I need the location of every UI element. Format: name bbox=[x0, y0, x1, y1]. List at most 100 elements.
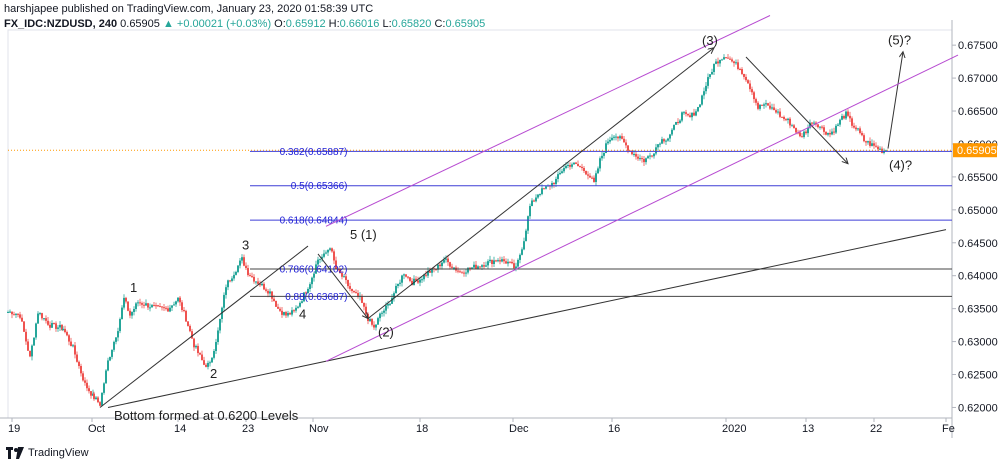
candle-up bbox=[31, 345, 33, 357]
open-label: O: bbox=[274, 18, 286, 30]
candle-down bbox=[873, 143, 875, 146]
candle-up bbox=[563, 167, 565, 172]
x-tick-label: 16 bbox=[608, 423, 620, 435]
candle-down bbox=[76, 354, 78, 362]
candle-down bbox=[335, 260, 337, 270]
candle-up bbox=[227, 280, 229, 288]
candle-up bbox=[109, 356, 111, 361]
candle-down bbox=[193, 338, 195, 348]
fib-level-label: 0.786(0.64102) bbox=[280, 264, 348, 275]
candle-down bbox=[361, 295, 363, 303]
candle-up bbox=[703, 91, 705, 96]
candle-up bbox=[303, 292, 305, 302]
candle-up bbox=[309, 284, 311, 289]
candle-down bbox=[503, 259, 505, 262]
candle-up bbox=[219, 319, 221, 331]
candle-down bbox=[353, 290, 355, 293]
candle-up bbox=[385, 305, 387, 311]
candle-down bbox=[785, 119, 787, 121]
candle-down bbox=[74, 345, 76, 355]
y-tick-label: 0.64000 bbox=[958, 271, 998, 283]
candle-up bbox=[615, 136, 617, 138]
candle-up bbox=[72, 345, 74, 347]
candle-up bbox=[735, 62, 737, 64]
change-value: +0.00021 (+0.03%) bbox=[176, 18, 272, 30]
candle-down bbox=[139, 302, 141, 304]
candle-down bbox=[767, 103, 769, 106]
fib-level-label: 0.88(0.63687) bbox=[285, 292, 347, 303]
candle-down bbox=[499, 260, 501, 262]
candle-up bbox=[723, 57, 725, 60]
candle-down bbox=[253, 276, 255, 282]
candle-up bbox=[225, 287, 227, 295]
candle-down bbox=[755, 99, 757, 103]
candle-up bbox=[57, 327, 59, 329]
candle-up bbox=[845, 111, 847, 119]
candle-down bbox=[761, 104, 763, 106]
candle-up bbox=[819, 126, 821, 128]
candle-down bbox=[187, 321, 189, 326]
candle-down bbox=[795, 127, 797, 133]
candle-down bbox=[685, 112, 687, 114]
plot-frame bbox=[7, 29, 953, 419]
candle-down bbox=[449, 262, 451, 267]
wave-label: 1 bbox=[130, 280, 137, 295]
candle-up bbox=[501, 259, 503, 262]
candle-up bbox=[671, 129, 673, 135]
candle-up bbox=[233, 274, 235, 279]
candle-up bbox=[403, 274, 405, 276]
candle-up bbox=[653, 153, 655, 157]
candle-down bbox=[251, 275, 253, 277]
candle-down bbox=[141, 303, 143, 305]
candle-down bbox=[61, 324, 63, 331]
candle-down bbox=[155, 305, 157, 307]
candle-up bbox=[681, 112, 683, 121]
candle-down bbox=[623, 138, 625, 143]
candle-up bbox=[321, 256, 323, 259]
candle-down bbox=[461, 272, 463, 274]
candle-up bbox=[551, 182, 553, 187]
wave-label: (5)? bbox=[888, 32, 911, 47]
candle-down bbox=[157, 305, 159, 307]
candle-up bbox=[427, 270, 429, 276]
candle-up bbox=[241, 257, 243, 261]
candle-up bbox=[395, 285, 397, 294]
x-tick-label: Dec bbox=[509, 423, 529, 435]
candle-down bbox=[579, 166, 581, 168]
candle-up bbox=[557, 174, 559, 179]
candle-down bbox=[741, 69, 743, 74]
candle-down bbox=[99, 402, 101, 406]
candle-down bbox=[279, 308, 281, 311]
candle-down bbox=[333, 251, 335, 261]
candle-down bbox=[751, 89, 753, 93]
candle-up bbox=[639, 158, 641, 160]
candle-up bbox=[343, 276, 345, 278]
candle-down bbox=[64, 328, 66, 333]
candle-up bbox=[567, 164, 569, 166]
candle-up bbox=[389, 303, 391, 305]
candle-down bbox=[351, 288, 353, 291]
candle-down bbox=[273, 298, 275, 301]
candle-down bbox=[749, 83, 751, 90]
candle-up bbox=[605, 143, 607, 154]
y-tick-label: 0.67500 bbox=[958, 40, 998, 52]
candle-down bbox=[285, 312, 287, 316]
candle-up bbox=[669, 134, 671, 139]
candle-up bbox=[377, 318, 379, 325]
low-value: 0.65820 bbox=[391, 18, 432, 30]
candle-down bbox=[147, 303, 149, 308]
candle-down bbox=[651, 155, 653, 157]
candle-up bbox=[771, 107, 773, 109]
x-tick-label: 22 bbox=[870, 423, 882, 435]
candle-down bbox=[305, 292, 307, 294]
candle-up bbox=[713, 63, 715, 72]
candle-up bbox=[441, 262, 443, 267]
candle-up bbox=[871, 143, 873, 146]
candle-down bbox=[727, 57, 729, 59]
x-tick-label: Oct bbox=[88, 423, 105, 435]
candle-down bbox=[84, 380, 86, 383]
candle-up bbox=[445, 258, 447, 260]
candle-down bbox=[68, 335, 70, 342]
candle-up bbox=[119, 319, 121, 332]
